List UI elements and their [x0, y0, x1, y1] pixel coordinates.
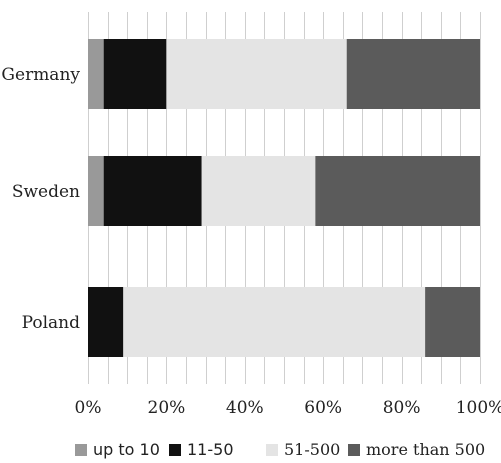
bar-germany-series-0 — [88, 39, 104, 109]
bar-sweden-series-0 — [88, 156, 104, 226]
bar-germany-series-1 — [103, 39, 167, 109]
bar-sweden-series-3 — [315, 156, 480, 226]
bar-sweden-series-1 — [103, 156, 202, 226]
legend-swatch — [348, 444, 360, 456]
x-tick-labels: 0% 20% 40% 60% 80% 100% — [75, 398, 501, 418]
legend-label: 11-50 — [187, 440, 234, 459]
x-tick-label: 20% — [148, 398, 186, 418]
category-label: Poland — [22, 313, 81, 333]
x-tick-label: 40% — [226, 398, 264, 418]
legend-swatch — [75, 444, 87, 456]
bar-poland-series-3 — [425, 287, 480, 357]
bar-sweden-series-2 — [201, 156, 316, 226]
bar-poland-series-2 — [123, 287, 426, 357]
legend: up to 10 11-50 51-500 more than 500 — [75, 440, 485, 459]
x-tick-label: 100% — [456, 398, 501, 418]
x-tick-label: 0% — [75, 398, 102, 418]
bars — [88, 39, 480, 357]
x-tick-label: 80% — [383, 398, 421, 418]
legend-swatch — [266, 444, 278, 456]
legend-label: more than 500 — [366, 440, 485, 459]
bar-germany-series-3 — [346, 39, 480, 109]
legend-label: up to 10 — [93, 440, 160, 459]
category-labels: Germany Sweden Poland — [1, 65, 80, 333]
bar-germany-series-2 — [166, 39, 347, 109]
legend-swatch — [169, 444, 181, 456]
legend-label: 51-500 — [284, 440, 340, 459]
x-tick-label: 60% — [304, 398, 342, 418]
category-label: Germany — [1, 65, 80, 85]
category-label: Sweden — [12, 182, 80, 202]
bar-poland-series-1 — [88, 287, 124, 357]
